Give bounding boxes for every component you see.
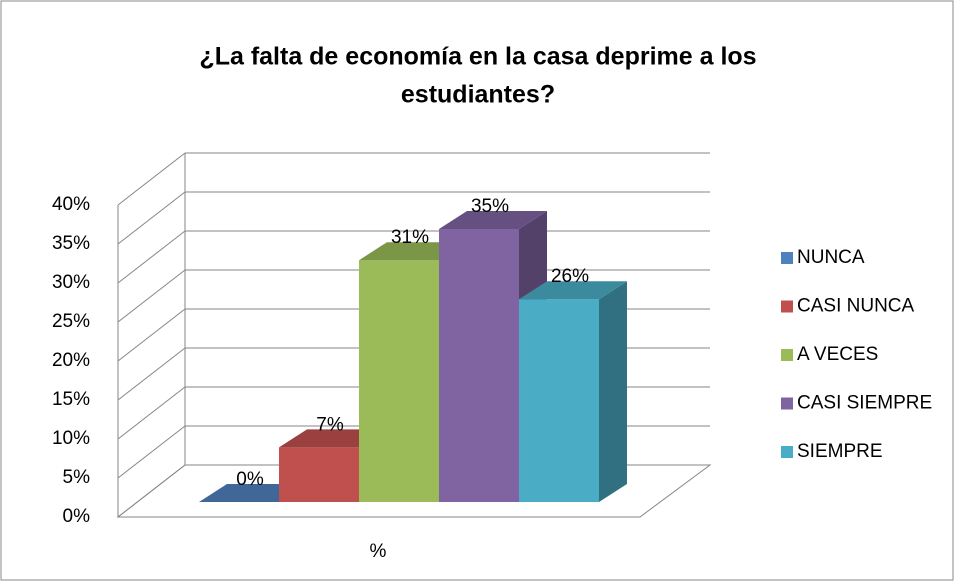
bar-front (519, 299, 599, 502)
legend-swatch (781, 397, 793, 410)
legend-label: A VECES (797, 344, 878, 365)
grid-line (117, 152, 186, 206)
value-label: 7% (316, 414, 344, 435)
value-label: 31% (391, 227, 429, 248)
y-tick-label: 5% (63, 467, 91, 488)
y-tick-label: 25% (52, 311, 90, 332)
value-label: 26% (551, 266, 589, 287)
bar-front (359, 260, 439, 502)
legend-label: NUNCA (797, 247, 865, 268)
grid-line (117, 269, 186, 323)
legend-swatch (781, 349, 793, 361)
y-tick-label: 40% (52, 194, 90, 215)
legend-swatch (781, 300, 793, 313)
grid-line (117, 386, 186, 440)
y-tick-label: 35% (52, 233, 90, 254)
bar-front (439, 229, 519, 502)
x-category-label: % (370, 541, 387, 562)
chart-title: ¿La falta de economía en la casa deprime… (199, 43, 756, 71)
legend-label: CASI SIEMPRE (797, 393, 932, 414)
grid-line (117, 425, 186, 479)
y-tick-label: 30% (52, 272, 90, 293)
y-tick-label: 20% (52, 350, 90, 371)
legend-label: SIEMPRE (797, 441, 883, 462)
legend-swatch (781, 252, 793, 264)
grid-line (117, 230, 186, 284)
value-label: 0% (236, 469, 264, 490)
legend-swatch (781, 446, 793, 458)
legend-label: CASI NUNCA (797, 296, 915, 317)
grid-line (117, 191, 186, 245)
y-tick-label: 0% (63, 506, 91, 527)
value-label: 35% (471, 196, 509, 217)
y-tick-label: 15% (52, 389, 90, 410)
grid-line (117, 464, 186, 518)
y-tick-label: 10% (52, 428, 90, 449)
bar-top (439, 211, 547, 229)
bar-front (279, 447, 359, 502)
chart-title: estudiantes? (401, 81, 555, 109)
bar-top (519, 281, 627, 300)
grid-line (117, 347, 186, 401)
bar-side (599, 281, 627, 502)
grid-line (117, 308, 186, 362)
